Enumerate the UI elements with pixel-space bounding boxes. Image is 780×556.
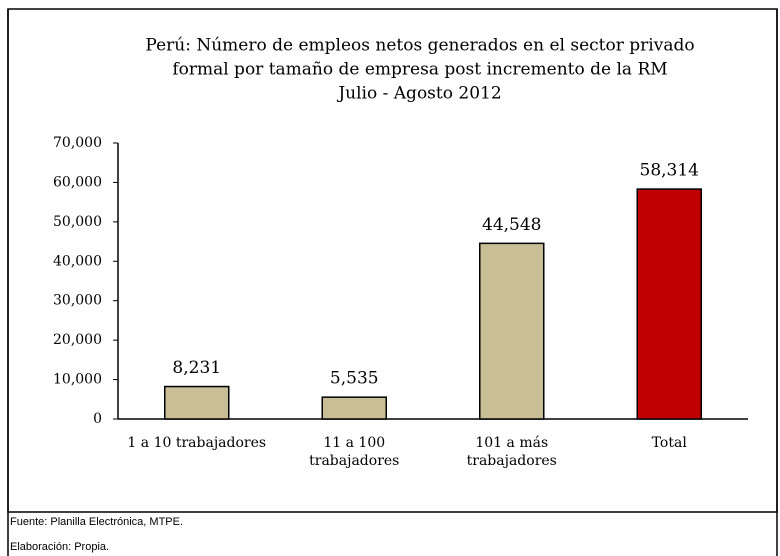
y-tick-label: 50,000 — [53, 214, 102, 230]
chart-title: Perú: Número de empleos netos generados … — [145, 36, 694, 56]
value-label: 44,548 — [482, 215, 541, 235]
x-tick-label: 101 a más — [475, 435, 548, 451]
y-tick-label: 60,000 — [53, 174, 102, 190]
note: Fuente: Planilla Electrónica, MTPE. — [10, 516, 183, 528]
chart-title: Julio - Agosto 2012 — [336, 84, 501, 104]
x-tick-label: trabajadores — [467, 453, 557, 469]
y-tick-label: 10,000 — [53, 372, 102, 388]
value-label: 8,231 — [172, 358, 221, 378]
value-label: 5,535 — [330, 369, 379, 389]
bar — [636, 188, 702, 420]
bar — [164, 385, 230, 420]
bar — [479, 242, 545, 420]
x-tick-label: Total — [652, 435, 688, 451]
y-tick-label: 70,000 — [53, 135, 102, 151]
bar — [321, 396, 387, 420]
x-tick-label: 1 a 10 trabajadores — [127, 435, 266, 451]
y-tick-label: 0 — [93, 411, 102, 427]
y-tick-label: 30,000 — [53, 293, 102, 309]
chart-title: formal por tamaño de empresa post increm… — [172, 60, 667, 80]
y-tick-label: 20,000 — [53, 332, 102, 348]
value-label: 58,314 — [640, 161, 699, 181]
y-tick-label: 40,000 — [53, 253, 102, 269]
note: Elaboración: Propia. — [10, 541, 109, 553]
x-tick-label: 11 a 100 — [323, 435, 385, 451]
x-tick-label: trabajadores — [309, 453, 399, 469]
